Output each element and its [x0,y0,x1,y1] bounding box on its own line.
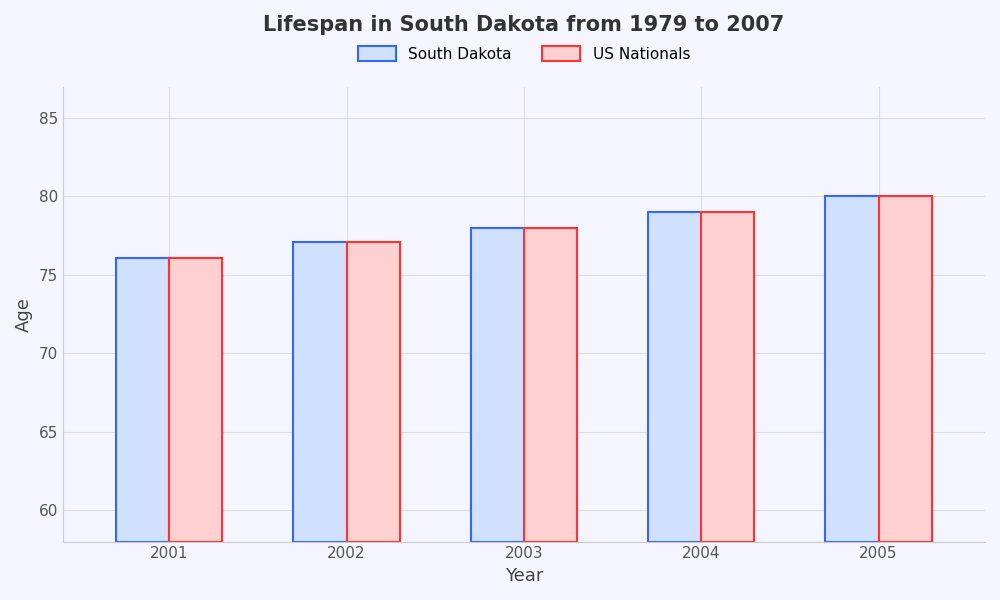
X-axis label: Year: Year [505,567,543,585]
Y-axis label: Age: Age [15,296,33,332]
Bar [879,196,932,542]
Bar [293,242,347,542]
Bar [648,212,701,542]
Bar [116,257,169,542]
Title: Lifespan in South Dakota from 1979 to 2007: Lifespan in South Dakota from 1979 to 20… [263,15,785,35]
Bar [471,228,524,542]
Bar [524,228,577,542]
Bar [825,196,879,542]
Bar [701,212,754,542]
Bar [347,242,400,542]
Legend: South Dakota, US Nationals: South Dakota, US Nationals [352,40,696,68]
Bar [169,257,222,542]
